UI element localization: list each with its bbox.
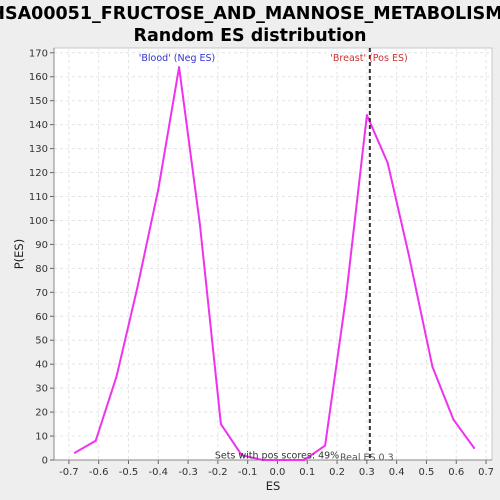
pos-scores-annotation: Sets with pos scores: 49%: [215, 451, 339, 462]
x-tick-label: -0.7: [59, 467, 79, 478]
y-tick-label: 140: [29, 120, 48, 131]
neg-es-annotation: 'Blood' (Neg ES): [139, 53, 216, 64]
x-tick-label: 0.3: [359, 467, 375, 478]
series-layer: [73, 66, 476, 461]
data-point: [282, 459, 285, 461]
data-point: [240, 454, 243, 457]
y-tick-label: 110: [29, 192, 48, 203]
data-point: [386, 161, 389, 164]
real-es-annotation: Real ES 0.3: [340, 453, 394, 464]
grid-lines: [54, 48, 492, 461]
y-tick-label: 10: [35, 432, 48, 443]
y-tick-label: 90: [35, 240, 48, 251]
y-tick-label: 60: [35, 312, 48, 323]
x-axis: -0.7 -0.6 -0.5 -0.4 -0.3 -0.2 -0.1 0.0 0.1 0.2 0.3…: [54, 459, 494, 478]
y-tick-label: 30: [35, 384, 48, 395]
y-tick-label: 20: [35, 408, 48, 419]
y-tick-label: 40: [35, 360, 48, 371]
x-axis-label: ES: [266, 479, 281, 493]
data-point: [219, 423, 222, 426]
series-line: [74, 66, 475, 461]
x-tick-label: -0.2: [208, 467, 228, 478]
x-tick-label: -0.4: [149, 467, 169, 478]
y-tick-label: 160: [29, 72, 48, 83]
data-point: [324, 444, 327, 447]
y-tick-label: 150: [29, 96, 48, 107]
data-point: [345, 296, 347, 299]
data-point: [473, 447, 476, 450]
data-point: [407, 253, 410, 255]
data-point: [136, 286, 139, 289]
x-tick-label: 0.6: [448, 467, 464, 478]
y-axis: 0 10 20 30 40 50 60 70 80 90 100 110 120 130 140 150 160…: [29, 48, 55, 467]
x-tick-label: 0.1: [299, 467, 315, 478]
data-point: [199, 224, 201, 227]
x-tick-label: 0.5: [418, 467, 434, 478]
data-point: [115, 375, 118, 378]
data-point: [94, 439, 97, 442]
data-point: [157, 188, 160, 191]
data-point: [261, 459, 264, 461]
data-point: [303, 459, 306, 461]
y-tick-label: 50: [35, 336, 48, 347]
pos-es-annotation: 'Breast' (Pos ES): [330, 53, 407, 64]
x-tick-label: 0.4: [389, 467, 405, 478]
plot-area: [53, 47, 493, 461]
y-tick-label: 80: [35, 264, 48, 275]
chart-title: HSA00051_FRUCTOSE_AND_MANNOSE_METABOLISM…: [0, 4, 500, 24]
y-axis-label: P(ES): [12, 239, 26, 269]
x-tick-label: 0.2: [329, 467, 345, 478]
x-tick-label: -0.5: [119, 467, 139, 478]
data-point: [431, 365, 434, 368]
y-tick-label: 70: [35, 288, 48, 299]
chart-subtitle: Random ES distribution: [133, 26, 366, 46]
data-point: [452, 418, 455, 421]
y-tick-label: 120: [29, 168, 48, 179]
x-tick-label: -0.1: [238, 467, 258, 478]
x-tick-label: 0.0: [270, 467, 286, 478]
data-point: [73, 451, 76, 454]
y-tick-label: 0: [42, 456, 48, 467]
y-tick-label: 170: [29, 48, 48, 59]
y-tick-label: 130: [29, 144, 48, 155]
data-point: [178, 66, 181, 69]
x-tick-label: 0.7: [478, 467, 494, 478]
x-tick-label: -0.3: [178, 467, 198, 478]
y-tick-label: 100: [29, 216, 48, 227]
x-tick-label: -0.6: [89, 467, 109, 478]
data-point: [365, 114, 368, 117]
